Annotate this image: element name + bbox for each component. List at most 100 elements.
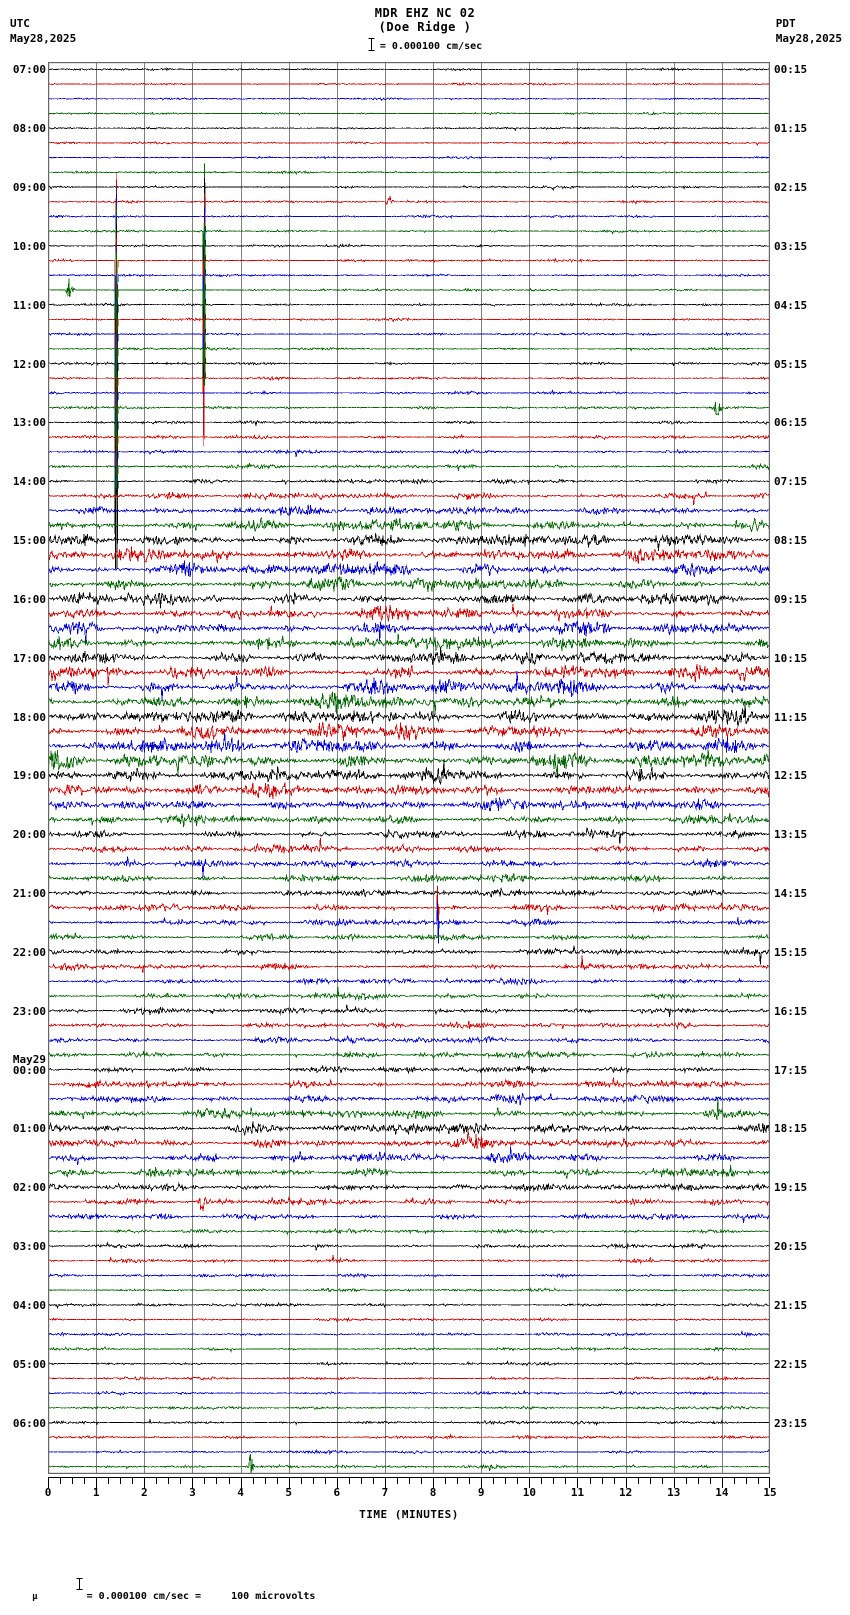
trace-row [48,1317,770,1323]
trace-row [48,759,770,785]
x-tick-label: 13 [667,1486,681,1499]
pdt-time-label-0515: 05:15 [774,357,808,371]
trace-row [48,334,770,511]
trace-row [48,349,770,526]
pdt-time-label-1015: 10:15 [774,651,808,665]
trace-row [48,886,770,930]
trace-row [48,517,770,533]
pdt-time-label-2215: 22:15 [774,1357,808,1371]
trace-row [48,1099,770,1121]
trace-row [48,691,770,716]
utc-time-label-2200: 22:00 [12,945,46,959]
trace-row [48,246,770,423]
trace-row [48,1287,770,1293]
trace-row [48,378,770,555]
trace-row [48,1272,770,1279]
pdt-time-label-1215: 12:15 [774,769,808,783]
utc-zone-label: UTC [10,17,30,30]
utc-time-label-2300: 23:00 [12,1004,46,1018]
trace-row [48,647,770,666]
pdt-time-label-0215: 02:15 [774,181,808,195]
footer-ibar-icon [40,1567,83,1604]
utc-time-label-0300: 03:00 [12,1240,46,1254]
utc-time-label-0000: 00:00 [12,1063,46,1077]
utc-time-label-0600: 06:00 [12,1416,46,1430]
trace-row [48,932,770,942]
pdt-time-label-2015: 20:15 [774,1240,808,1254]
trace-row [48,670,770,701]
trace-row [48,67,770,72]
trace-row [48,202,770,378]
trace-row [48,1064,770,1074]
trace-row [48,111,770,116]
scale-label: = 0.000100 cm/sec [379,41,483,52]
pdt-time-axis: 00:15 01:15 02:15 03:15 04:15 05:15 06:15 07:15… [772,62,850,1474]
x-tick-label: 5 [285,1486,292,1499]
utc-time-label-1600: 16:00 [12,592,46,606]
trace-row [48,1164,770,1180]
trace-row [48,900,770,945]
x-tick-label: 1 [92,1486,100,1499]
pdt-time-label-0715: 07:15 [774,475,808,489]
pdt-time-label-0615: 06:15 [774,416,808,430]
trace-row [48,873,770,883]
trace-row [48,1405,770,1411]
trace-row [48,887,770,898]
pdt-date-label: May28,2025 [775,32,842,45]
utc-time-label-1400: 14:00 [12,475,46,489]
trace-row [48,976,770,986]
station-subtitle: (Doe Ridge ) [378,20,472,34]
trace-row [48,140,770,146]
plot-border [48,62,770,1474]
trace-group [48,67,770,1474]
x-tick-label: 8 [429,1486,437,1499]
trace-row [48,1049,770,1060]
pdt-time-label-0415: 04:15 [774,298,808,312]
utc-time-label-1700: 17:00 [12,651,46,665]
utc-zone-block: UTC May28,2025 [10,16,76,46]
pdt-time-label-1615: 16:15 [774,1004,808,1018]
trace-row [48,1389,770,1396]
x-tick-label: 11 [570,1486,585,1499]
micro-symbol: μ [32,1592,38,1602]
trace-row [48,1020,770,1030]
scale-reference: = 0.000100 cm/sec [0,38,850,54]
pdt-zone-block: PDT May28,2025 [776,16,842,46]
utc-time-label-0200: 02:00 [12,1181,46,1195]
utc-time-label-2100: 21:00 [12,887,46,901]
pdt-time-label-0115: 01:15 [774,122,808,136]
footer-scale-text: = 0.000100 cm/sec = 100 microvolts [86,1591,316,1602]
utc-time-label-1300: 13:00 [12,416,46,430]
x-tick-label: 4 [237,1486,244,1499]
utc-time-label-1000: 10:00 [12,239,46,253]
seismogram-canvas [48,62,770,1474]
x-tick-label: 12 [618,1486,633,1499]
trace-row [48,749,770,777]
utc-time-label-0900: 09:00 [12,181,46,195]
pdt-time-label-1815: 18:15 [774,1122,808,1136]
utc-time-label-2000: 20:00 [12,828,46,842]
x-tick-label: 3 [189,1486,196,1499]
trace-row [48,1004,770,1018]
trace-row [48,1129,770,1150]
seismogram-plot[interactable] [48,62,770,1474]
trace-row [48,1375,770,1382]
x-axis-title: TIME (MINUTES) [359,1508,459,1521]
trace-row [48,813,770,828]
trace-row [48,172,770,349]
utc-time-label-May29: May29 [12,1052,46,1066]
trace-row [48,187,770,364]
x-tick-label: 15 [763,1486,777,1499]
trace-row [48,126,770,132]
x-tick-label: 7 [381,1486,389,1499]
x-tick-label: 6 [333,1486,341,1499]
minute-gridlines [96,62,723,1474]
trace-row [48,856,770,878]
trace-row [48,619,770,645]
trace-row [48,1035,770,1045]
x-tick-label: 9 [477,1486,485,1499]
pdt-time-label-1715: 17:15 [774,1063,808,1077]
pdt-zone-label: PDT [775,17,796,30]
trace-row [48,1146,770,1165]
